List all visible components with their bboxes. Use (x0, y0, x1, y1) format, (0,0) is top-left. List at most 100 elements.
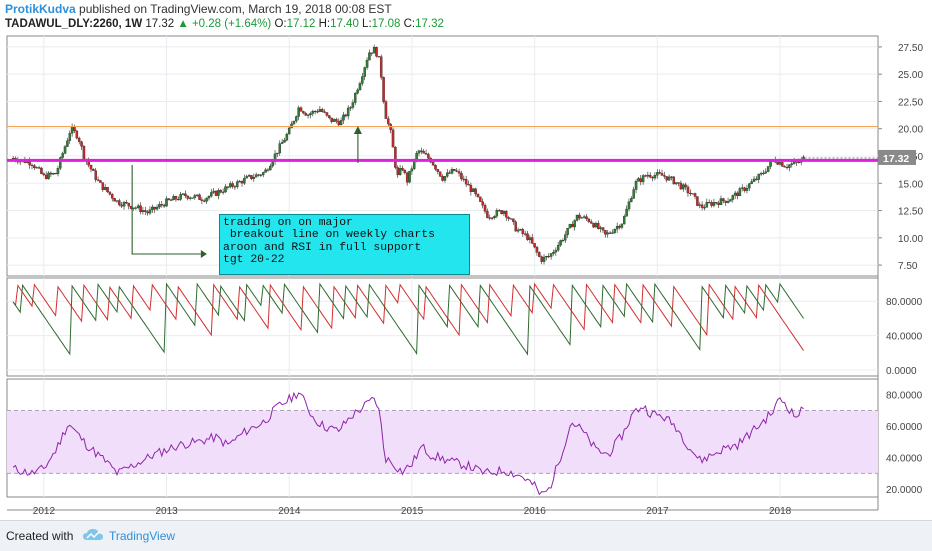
candle-body (188, 197, 192, 199)
candle-body (512, 218, 515, 222)
close-value: 17.32 (415, 18, 444, 30)
candle-body (764, 171, 768, 174)
rsi-tick-label: 60.0000 (886, 422, 923, 433)
candle-body (221, 191, 225, 193)
chart-canvas[interactable]: 2012 2013 2014 2015 2016 2017 2018 7.50 10.00 12.… (0, 0, 932, 520)
x-tick-label: 2012 (33, 506, 56, 517)
candle-body (755, 178, 758, 180)
candle-body (368, 52, 371, 61)
candle-body (283, 139, 286, 143)
candle-body (552, 252, 555, 254)
candle-body (99, 180, 102, 183)
candle-body (639, 178, 643, 183)
candle-body (49, 172, 53, 175)
candle-body (733, 192, 737, 196)
candle-body (118, 200, 121, 206)
candle-body (660, 173, 664, 176)
candle-body (736, 192, 739, 197)
x-tick-label: 2017 (646, 506, 669, 517)
candle-body (278, 143, 282, 154)
candle-body (618, 225, 621, 228)
author-link[interactable]: ProtikKudva (5, 2, 76, 16)
candle-body (589, 221, 593, 224)
candle-body (151, 206, 154, 210)
candle-body (11, 158, 15, 160)
candle-body (646, 174, 650, 177)
open-value: 17.12 (286, 18, 316, 30)
aroon-tick-label: 0.0000 (886, 366, 917, 377)
candle-body (677, 182, 680, 184)
candle-body (410, 168, 414, 172)
candle-body (521, 229, 525, 234)
candle-body (493, 216, 496, 218)
candle-body (462, 178, 466, 180)
candle-body (408, 170, 411, 183)
tradingview-link[interactable]: TradingView (109, 529, 176, 543)
x-tick-label: 2013 (156, 506, 179, 517)
candle-body (252, 177, 256, 179)
annotation-callout[interactable]: trading on on major breakout line on wee… (219, 214, 470, 275)
candle-body (667, 176, 671, 181)
candle-body (568, 224, 572, 229)
candle-body (606, 232, 609, 235)
candle-body (757, 174, 760, 180)
candle-body (658, 172, 661, 174)
candle-body (186, 195, 189, 199)
x-tick-label: 2015 (401, 506, 424, 517)
candle-body (476, 193, 480, 198)
candle-body (722, 198, 725, 202)
candle-body (431, 162, 435, 166)
candle-body (226, 186, 230, 188)
candle-body (724, 200, 727, 203)
candle-body (670, 176, 673, 178)
candle-body (547, 256, 550, 258)
price-tick-label: 12.50 (898, 207, 923, 218)
candle-body (448, 172, 451, 174)
candle-body (339, 120, 343, 126)
candle-body (372, 47, 376, 54)
candle-body (457, 171, 461, 174)
candle-body (210, 192, 213, 197)
x-tick-label: 2016 (524, 506, 547, 517)
candle-body (306, 114, 310, 116)
candle-body (481, 201, 484, 206)
candle-body (144, 210, 147, 212)
candle-body (556, 245, 560, 251)
candle-body (238, 181, 241, 183)
candle-body (370, 52, 374, 54)
candle-body (113, 198, 116, 202)
candle-body (302, 111, 305, 114)
candle-body (441, 176, 444, 181)
candle-body (132, 207, 135, 209)
candle-body (200, 199, 204, 201)
candle-body (703, 207, 706, 209)
candle-body (471, 188, 475, 192)
candle-body (653, 175, 657, 179)
candle-body (460, 173, 463, 180)
candle-body (479, 196, 482, 202)
candle-body (316, 111, 319, 113)
candle-body (136, 205, 140, 208)
candle-body (344, 114, 348, 117)
candle-body (578, 214, 581, 219)
publish-line: ProtikKudva published on TradingView.com… (5, 2, 392, 16)
candle-body (656, 172, 659, 176)
candle-body (495, 210, 499, 217)
candle-body (207, 195, 211, 199)
candle-body (571, 224, 574, 228)
candle-body (219, 190, 223, 193)
candle-body (396, 167, 399, 176)
candle-body (672, 176, 676, 185)
candle-body (134, 207, 138, 209)
open-label: O: (274, 18, 287, 30)
candle-body (405, 172, 409, 183)
candle-body (502, 211, 506, 214)
candle-body (59, 157, 62, 169)
candle-body (108, 191, 112, 195)
candle-body (280, 142, 284, 144)
candle-body (73, 126, 76, 132)
candle-body (261, 172, 265, 176)
candle-body (92, 169, 95, 171)
candle-body (398, 168, 402, 176)
candle-body (82, 146, 86, 160)
